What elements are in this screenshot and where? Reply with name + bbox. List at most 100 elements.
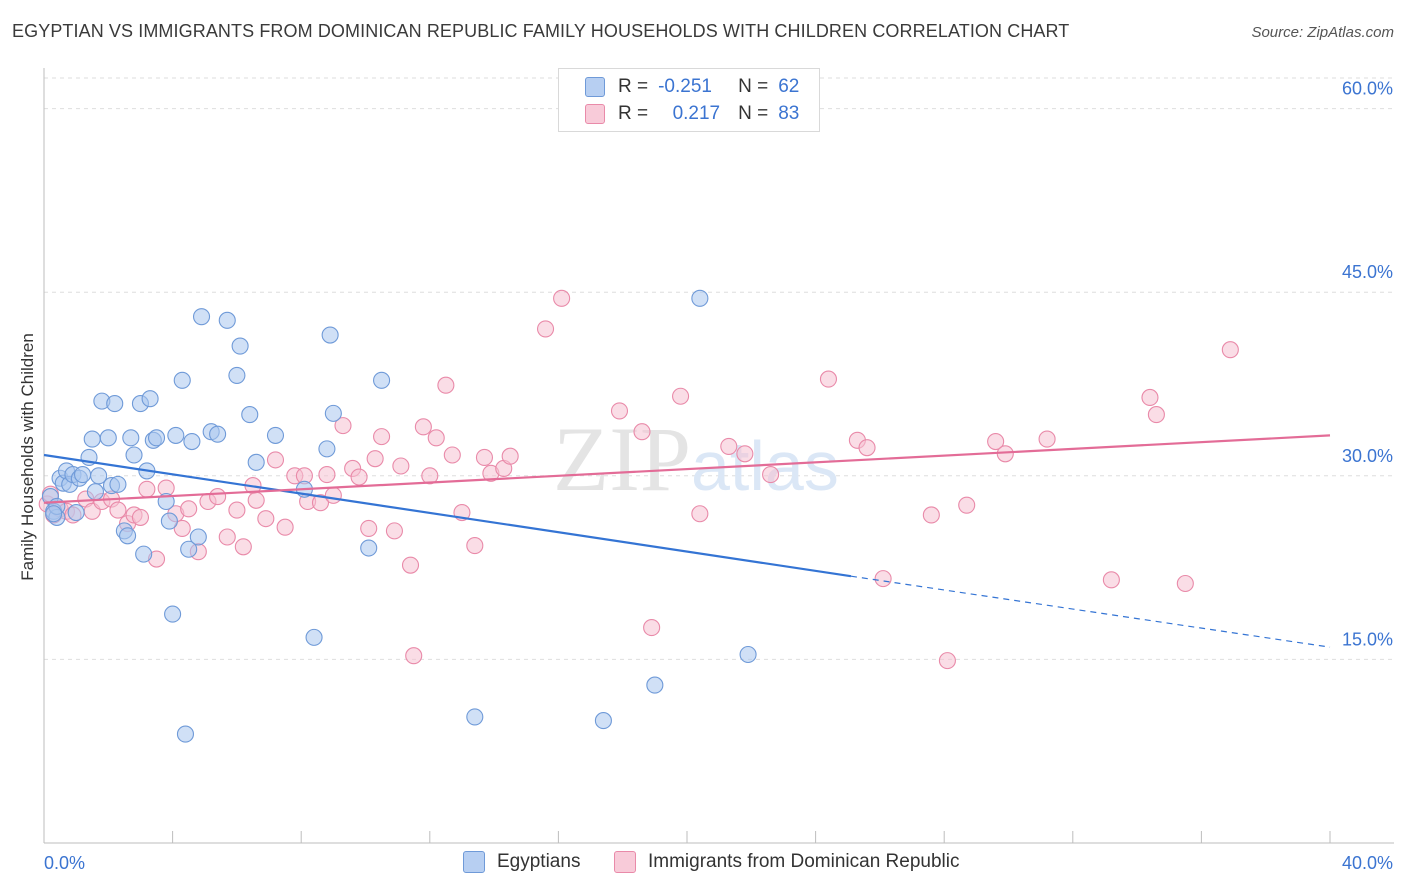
data-point-egyptians <box>321 326 339 344</box>
data-point-dominican <box>501 447 519 465</box>
data-point-dominican <box>318 466 336 484</box>
data-point-egyptians <box>122 429 140 447</box>
data-point-egyptians <box>67 503 85 522</box>
data-point-egyptians <box>45 505 63 523</box>
data-point-egyptians <box>86 483 104 501</box>
data-point-dominican <box>138 480 156 498</box>
legend-n-value: 83 <box>778 103 800 124</box>
legend-row-dominican: R = 0.217 N = 83 <box>585 101 799 127</box>
data-point-dominican <box>874 570 892 588</box>
grid-lines <box>44 77 1394 660</box>
data-point-dominican <box>373 428 391 446</box>
data-point-egyptians <box>83 430 101 448</box>
legend-r-value: -0.251 <box>658 76 712 97</box>
legend-n-label: N = <box>738 76 769 97</box>
data-point-dominican <box>401 556 420 574</box>
data-point-egyptians <box>192 308 211 326</box>
data-point-dominican <box>819 370 838 388</box>
data-point-dominican <box>234 538 252 556</box>
data-point-dominican <box>466 537 484 555</box>
data-point-dominican <box>311 494 330 512</box>
data-point-dominican <box>553 289 571 307</box>
data-point-dominican <box>109 501 127 519</box>
data-point-dominican <box>1147 406 1165 424</box>
data-point-egyptians <box>176 725 195 743</box>
data-point-dominican <box>427 429 445 447</box>
data-point-dominican <box>437 376 455 394</box>
legend-r-label: R = <box>618 76 649 97</box>
data-point-dominican <box>633 423 651 441</box>
data-point-egyptians <box>241 406 259 424</box>
legend-swatch-pink <box>614 851 636 873</box>
legend-swatch-pink <box>585 104 605 124</box>
data-point-dominican <box>672 387 690 405</box>
data-point-dominican <box>1038 430 1056 448</box>
data-point-dominican <box>266 451 285 469</box>
legend-n-label: N = <box>738 103 769 124</box>
data-point-dominican <box>1176 574 1194 593</box>
data-point-dominican <box>414 418 432 436</box>
data-point-dominican <box>131 508 149 526</box>
data-point-dominican <box>173 519 191 537</box>
tick-labels: 15.0% 30.0% 45.0% 60.0% 0.0% 40.0% <box>44 79 1393 873</box>
x-tick-label: 0.0% <box>44 853 85 873</box>
data-point-dominican <box>180 500 198 518</box>
data-point-dominican <box>736 445 754 463</box>
data-point-dominican <box>762 466 780 484</box>
data-point-dominican <box>421 467 439 485</box>
data-point-dominican <box>405 647 423 665</box>
data-point-egyptians <box>318 440 336 458</box>
legend-row-egyptians: R = -0.251 N = 62 <box>585 74 799 100</box>
y-tick-label: 30.0% <box>1342 446 1393 466</box>
data-point-dominican <box>443 446 461 464</box>
data-point-egyptians <box>164 605 182 623</box>
data-point-egyptians <box>189 528 207 546</box>
data-point-dominican <box>610 402 629 420</box>
trend-lines <box>43 434 1331 648</box>
data-point-dominican <box>922 506 940 524</box>
data-point-egyptians <box>739 645 757 664</box>
data-point-egyptians <box>173 371 191 389</box>
legend-item-egyptians[interactable]: Egyptians <box>463 851 580 873</box>
y-tick-label: 15.0% <box>1342 629 1393 649</box>
data-point-dominican <box>334 417 352 435</box>
y-tick-label: 60.0% <box>1342 79 1393 99</box>
data-point-dominican <box>366 450 384 468</box>
data-point-dominican <box>475 448 494 466</box>
data-point-dominican <box>324 486 342 504</box>
data-point-egyptians <box>125 446 143 464</box>
data-point-egyptians <box>247 453 265 471</box>
data-point-egyptians <box>160 512 178 530</box>
data-point-dominican <box>385 522 403 540</box>
data-point-egyptians <box>373 371 391 389</box>
series-legend: Egyptians Immigrants from Dominican Repu… <box>0 851 1406 877</box>
watermark: ZIPatlas <box>553 408 839 510</box>
data-point-dominican <box>350 468 368 486</box>
data-point-egyptians <box>74 466 92 484</box>
data-point-dominican <box>209 488 227 506</box>
data-point-dominican <box>218 528 236 546</box>
data-point-dominican <box>938 652 956 670</box>
legend-label: Egyptians <box>497 851 581 872</box>
data-point-dominican <box>228 501 246 519</box>
data-point-egyptians <box>360 539 378 557</box>
data-point-dominican <box>247 491 265 509</box>
data-point-egyptians <box>466 708 484 726</box>
chart-title: EGYPTIAN VS IMMIGRANTS FROM DOMINICAN RE… <box>12 21 1070 41</box>
data-point-dominican <box>276 518 294 536</box>
data-point-egyptians <box>266 426 285 444</box>
trend-line-dominican <box>43 434 1331 504</box>
data-point-egyptians <box>141 390 159 408</box>
legend-item-dominican[interactable]: Immigrants from Dominican Republic <box>614 851 960 873</box>
data-point-egyptians <box>119 527 137 545</box>
data-point-dominican <box>858 439 876 457</box>
data-point-egyptians <box>646 676 664 694</box>
correlation-legend: R = -0.251 N = 62 R = 0.217 N = 83 <box>558 68 820 132</box>
data-point-egyptians <box>594 712 612 730</box>
data-point-egyptians <box>109 475 127 493</box>
legend-r-label: R = <box>618 103 649 124</box>
data-point-dominican <box>257 510 275 528</box>
data-point-dominican <box>536 320 555 338</box>
data-point-dominican <box>360 519 378 537</box>
data-point-dominican <box>720 437 738 455</box>
